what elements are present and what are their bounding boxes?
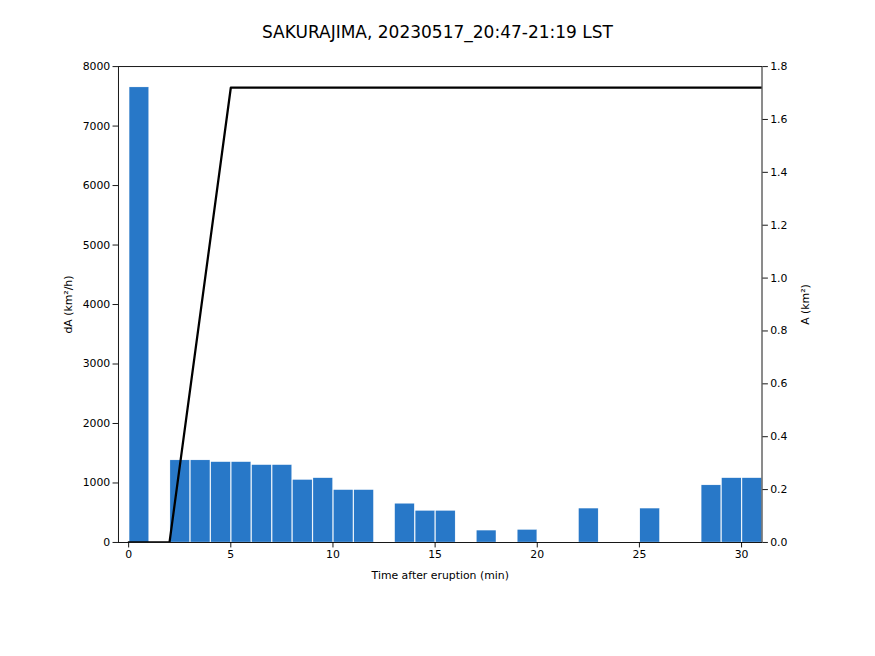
svg-text:6000: 6000 [83, 179, 111, 192]
svg-text:20: 20 [530, 548, 544, 561]
svg-text:0.4: 0.4 [770, 430, 787, 443]
svg-text:25: 25 [633, 548, 647, 561]
svg-text:0.6: 0.6 [770, 377, 787, 390]
svg-text:10: 10 [326, 548, 340, 561]
svg-text:2000: 2000 [83, 417, 111, 430]
svg-text:0: 0 [125, 548, 132, 561]
svg-text:0.0: 0.0 [770, 536, 787, 549]
svg-text:Time after eruption (min): Time after eruption (min) [371, 569, 509, 582]
svg-text:8000: 8000 [83, 60, 111, 73]
svg-text:1.0: 1.0 [770, 272, 787, 285]
svg-text:0.2: 0.2 [770, 483, 787, 496]
svg-text:1.8: 1.8 [770, 60, 787, 73]
svg-text:15: 15 [428, 548, 442, 561]
svg-text:5000: 5000 [83, 239, 111, 252]
svg-text:1000: 1000 [83, 476, 111, 489]
svg-text:1.6: 1.6 [770, 113, 787, 126]
svg-text:0.8: 0.8 [770, 324, 787, 337]
svg-text:1.2: 1.2 [770, 219, 787, 232]
svg-text:0: 0 [103, 536, 110, 549]
svg-text:3000: 3000 [83, 357, 111, 370]
html-text:SAKURAJIMA, 20230517_20:47-21:: SAKURAJIMA, 20230517_20:47-21:19 LST [262, 22, 613, 42]
svg-text:7000: 7000 [83, 120, 111, 133]
svg-text:30: 30 [735, 548, 749, 561]
svg-text:4000: 4000 [83, 298, 111, 311]
svg-text:1.4: 1.4 [770, 166, 787, 179]
svg-text:A (km²): A (km²) [799, 284, 812, 325]
svg-text:dA (km²/h): dA (km²/h) [62, 276, 75, 334]
svg-text:5: 5 [227, 548, 234, 561]
